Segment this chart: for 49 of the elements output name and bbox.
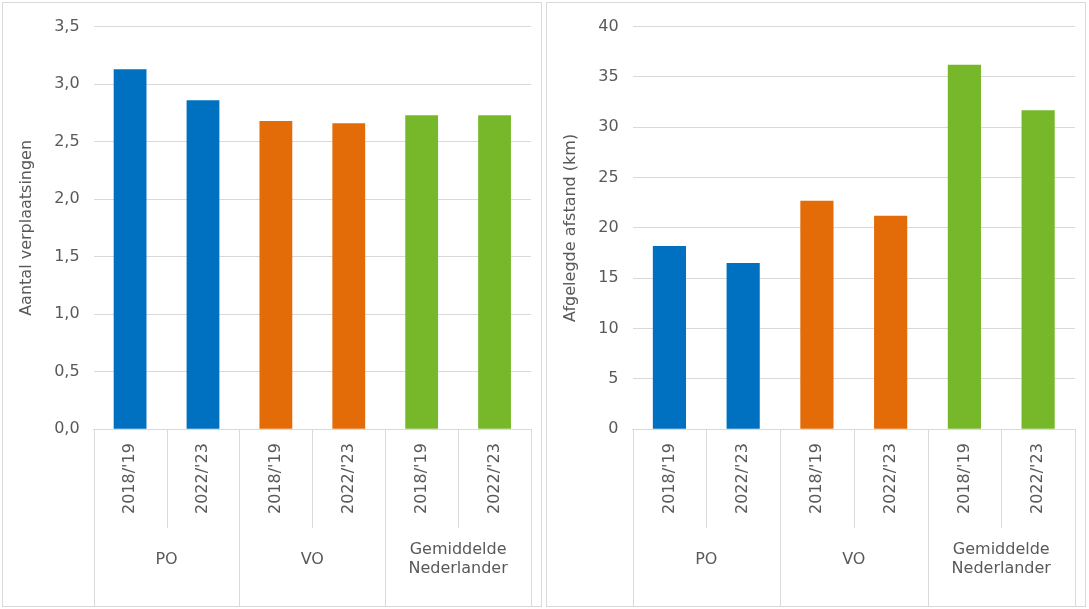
text: PO [695,549,718,569]
bar [947,64,981,429]
x-tick-label: 2022/'23 [1027,443,1047,515]
y-axis-title: Aantal verplaatsingen [15,139,35,316]
bar [652,245,687,429]
y-tick-label: 10 [598,317,619,337]
y-tick-label: 1,5 [54,245,80,265]
y-tick-label: 20 [598,217,619,237]
x-tick-label: 2018/'19 [658,443,678,515]
y-tick-label: 3,0 [54,73,80,93]
x-tick-label: 2022/'23 [732,443,752,515]
bar [113,69,147,429]
x-tick-label: 2018/'19 [410,443,430,515]
y-tick-label: 0 [608,418,619,438]
y-tick-label: 3,5 [54,15,80,35]
y-tick-label: 35 [598,66,619,86]
bar [726,263,760,429]
y-tick-label: 40 [598,15,619,35]
y-axis-title: Afgelegde afstand (km) [559,133,579,322]
x-tick-label: 2022/'23 [483,443,503,515]
text: Gemiddelde Nederlander [408,539,509,578]
x-tick-label: 2018/'19 [806,443,826,515]
bar [405,115,439,429]
bar [478,115,511,429]
y-tick-label: 1,0 [54,303,80,323]
bar [186,100,220,429]
y-tick-label: 25 [598,166,619,186]
bar [874,215,908,429]
x-tick-label: 2022/'23 [192,443,212,515]
x-tick-label: 2018/'19 [119,443,139,515]
y-tick-label: 5 [608,367,619,387]
text: PO [155,549,178,569]
x-tick-label: 2022/'23 [337,443,357,515]
y-tick-label: 0,0 [54,418,80,438]
text: VO [842,549,866,569]
y-tick-label: 0,5 [54,360,80,380]
x-tick-label: 2018/'19 [953,443,973,515]
y-tick-label: 30 [598,116,619,136]
y-tick-label: 15 [598,267,619,287]
text: Gemiddelde Nederlander [951,539,1052,578]
y-tick-label: 2,0 [54,188,80,208]
bar [800,200,834,429]
x-tick-label: 2022/'23 [879,443,899,515]
bar [332,123,366,429]
bar [1021,110,1055,429]
text: VO [300,549,324,569]
y-tick-label: 2,5 [54,130,80,150]
x-tick-label: 2018/'19 [265,443,285,515]
bar [259,120,293,429]
